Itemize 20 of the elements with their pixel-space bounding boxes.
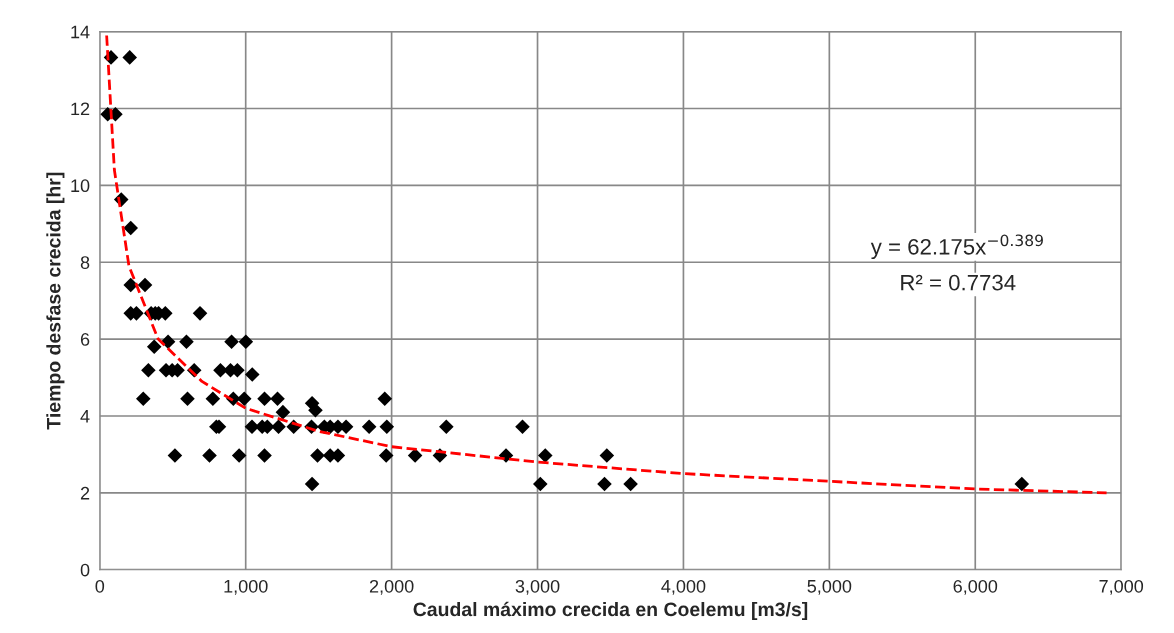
x-tick-label: 2,000 bbox=[369, 579, 414, 595]
y-tick-label: 0 bbox=[80, 563, 90, 577]
x-tick-label: 7,000 bbox=[1099, 579, 1144, 595]
x-tick-label: 6,000 bbox=[953, 579, 998, 595]
y-tick-label: 8 bbox=[80, 256, 90, 269]
x-tick-label: 0 bbox=[95, 579, 105, 593]
annotation: R² = 0.7734 bbox=[901, 274, 1016, 291]
y-tick-label: 10 bbox=[71, 179, 90, 193]
x-tick-label: 4,000 bbox=[661, 579, 706, 595]
annotation: y = 62.175x$^{−0.389}$ bbox=[870, 234, 1043, 260]
x-tick-label: 5,000 bbox=[807, 579, 852, 595]
x-tick-label: 1,000 bbox=[224, 579, 268, 595]
y-tick-label: 2 bbox=[80, 486, 90, 500]
x-axis-title: Caudal máximo crecida en Coelemu [m3/s] bbox=[413, 601, 808, 621]
y-tick-label: 14 bbox=[71, 25, 90, 39]
y-tick-label: 4 bbox=[80, 410, 90, 423]
y-tick-label: 6 bbox=[80, 333, 90, 346]
x-tick-label: 3,000 bbox=[515, 579, 560, 595]
y-tick-label: 12 bbox=[71, 102, 90, 116]
y-axis-title: Tiempo desfase crecida [hr] bbox=[46, 172, 65, 430]
